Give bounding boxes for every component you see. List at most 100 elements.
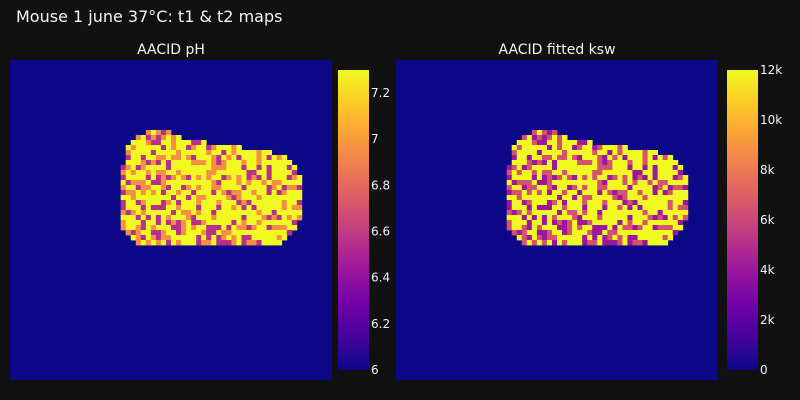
heatmap-cell [151,190,156,195]
heatmap-cell [567,220,572,225]
heatmap-cell [567,195,572,200]
heatmap-cell [592,200,597,205]
heatmap-cell [597,185,602,190]
heatmap-cell [567,185,572,190]
heatmap-cell [537,145,542,150]
heatmap-cell [287,180,292,185]
heatmap-cell [161,170,166,175]
heatmap-cell [231,190,236,195]
heatmap-cell [537,210,542,215]
heatmap-cell [527,235,532,240]
heatmap-cell [627,150,632,155]
heatmap-cell [241,230,246,235]
heatmap-cell [246,230,251,235]
heatmap-cell [121,185,126,190]
heatmap-cell [522,190,527,195]
heatmap-cell [257,200,262,205]
heatmap-cell [607,235,612,240]
heatmap-cell [592,170,597,175]
heatmap-cell [262,150,267,155]
heatmap-cell [607,145,612,150]
heatmap-cell [267,185,272,190]
heatmap-cell [537,135,542,140]
heatmap-cell [638,155,643,160]
heatmap-cell [532,230,537,235]
heatmap-cell [527,190,532,195]
heatmap-cell [151,165,156,170]
heatmap-cell [196,185,201,190]
heatmap-cell [272,180,277,185]
heatmap-cell [246,240,251,245]
heatmap-cell [191,210,196,215]
heatmap-cell [592,150,597,155]
heatmap-cell [221,220,226,225]
heatmap-cell [567,235,572,240]
heatmap-cell [648,170,653,175]
heatmap-cell [206,190,211,195]
heatmap-cell [231,210,236,215]
heatmap-cell [547,180,552,185]
heatmap-cell [663,235,668,240]
heatmap-cell [206,215,211,220]
heatmap-cell [186,205,191,210]
heatmap-cell [617,240,622,245]
heatmap-cell [562,150,567,155]
heatmap-cell [146,175,151,180]
heatmap-cell [267,180,272,185]
heatmap-cell [653,240,658,245]
heatmap-cell [226,220,231,225]
heatmap-cell [577,220,582,225]
heatmap-cell [522,175,527,180]
heatmap-cell [241,175,246,180]
heatmap-cell [191,145,196,150]
heatmap-cell [597,150,602,155]
heatmap-cell [587,165,592,170]
heatmap-cell [191,240,196,245]
heatmap-cell [557,235,562,240]
heatmap-cell [171,170,176,175]
heatmap-cell [567,205,572,210]
heatmap-cell [262,185,267,190]
heatmap-cell [522,225,527,230]
heatmap-cell [166,185,171,190]
heatmap-cell [181,180,186,185]
heatmap-cell [607,175,612,180]
heatmap-cell [272,195,277,200]
heatmap-cell [297,210,302,215]
heatmap-cell [221,195,226,200]
heatmap-cell [246,235,251,240]
heatmap-cell [161,240,166,245]
heatmap-cell [602,170,607,175]
heatmap-cell [206,220,211,225]
heatmap-cell [648,220,653,225]
heatmap-cell [211,220,216,225]
heatmap-cell [201,210,206,215]
heatmap-cell [552,180,557,185]
heatmap-cell [643,235,648,240]
heatmap-cell [272,205,277,210]
heatmap-cell [246,195,251,200]
heatmap-cell [181,185,186,190]
heatmap-cell [257,215,262,220]
heatmap-cell [156,240,161,245]
heatmap-cell [663,160,668,165]
heatmap-cell [211,155,216,160]
heatmap-cell [292,185,297,190]
heatmap-cell [607,185,612,190]
heatmap-cell [517,200,522,205]
heatmap-cell [627,175,632,180]
heatmap-cell [297,215,302,220]
heatmap-cell [512,160,517,165]
heatmap-cell [557,225,562,230]
heatmap-cell [257,225,262,230]
heatmap-cell [638,240,643,245]
heatmap-cell [512,190,517,195]
heatmap-cell [282,180,287,185]
heatmap-cell [216,185,221,190]
heatmap-cell [252,180,257,185]
heatmap-cell [186,225,191,230]
heatmap-cell [602,150,607,155]
heatmap-cell [577,160,582,165]
heatmap-cell [151,145,156,150]
heatmap-cell [292,200,297,205]
